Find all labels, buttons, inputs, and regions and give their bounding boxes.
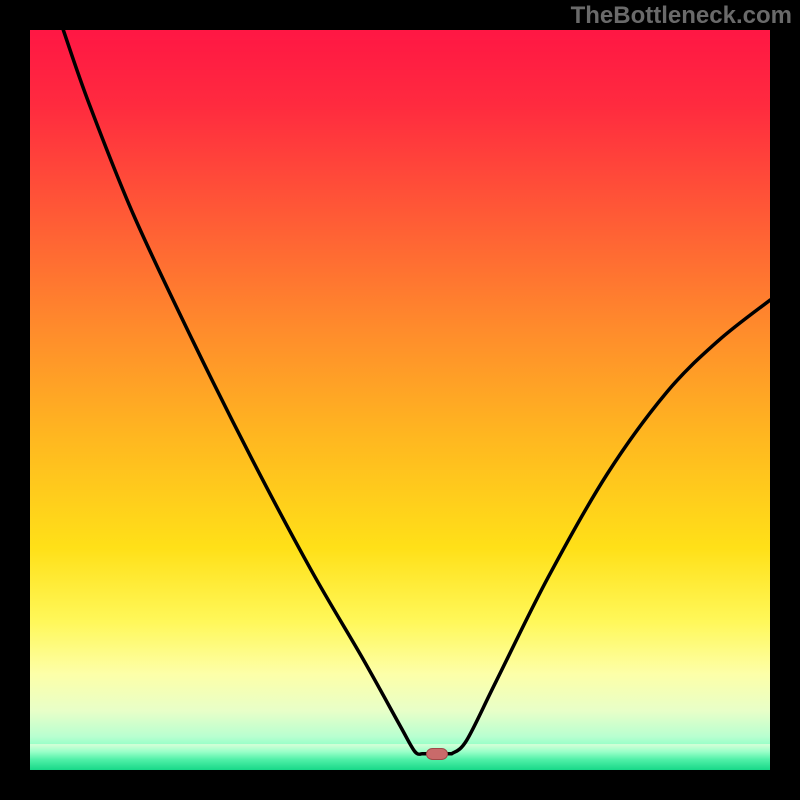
watermark-text: TheBottleneck.com bbox=[571, 2, 792, 30]
bottleneck-marker bbox=[426, 748, 448, 760]
plot-area bbox=[30, 30, 770, 770]
marker-pill bbox=[427, 748, 448, 759]
chart-background bbox=[30, 30, 770, 770]
green-strip bbox=[30, 744, 770, 770]
